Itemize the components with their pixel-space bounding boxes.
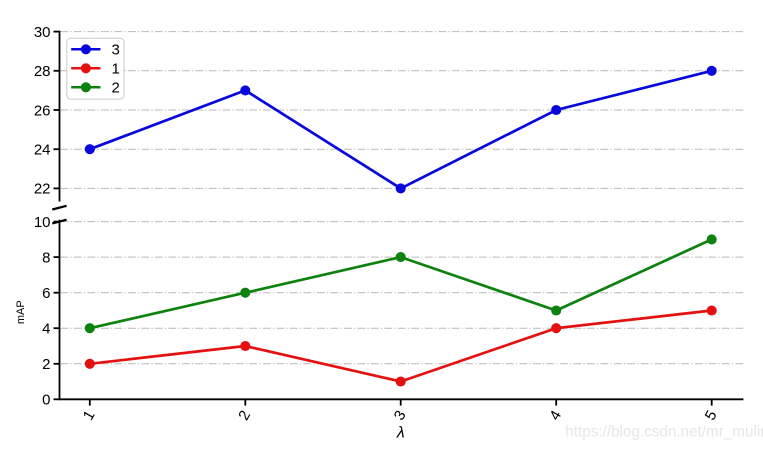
svg-text:3: 3 [112, 42, 120, 59]
svg-text:6: 6 [42, 285, 50, 302]
svg-text:2: 2 [112, 80, 120, 97]
svg-text:24: 24 [34, 142, 51, 159]
svg-text:1: 1 [112, 61, 120, 78]
svg-text:8: 8 [42, 249, 50, 266]
svg-text:mAP: mAP [15, 300, 27, 324]
svg-text:λ: λ [396, 425, 405, 442]
svg-text:0: 0 [42, 392, 50, 409]
svg-text:10: 10 [34, 214, 51, 231]
svg-text:https://blog.csdn.net/mr_mulin: https://blog.csdn.net/mr_mulin [565, 424, 763, 441]
svg-text:30: 30 [34, 24, 51, 41]
svg-text:4: 4 [42, 321, 50, 338]
svg-text:22: 22 [34, 181, 51, 198]
svg-text:28: 28 [34, 63, 51, 80]
svg-text:26: 26 [34, 102, 51, 119]
svg-text:2: 2 [42, 356, 50, 373]
